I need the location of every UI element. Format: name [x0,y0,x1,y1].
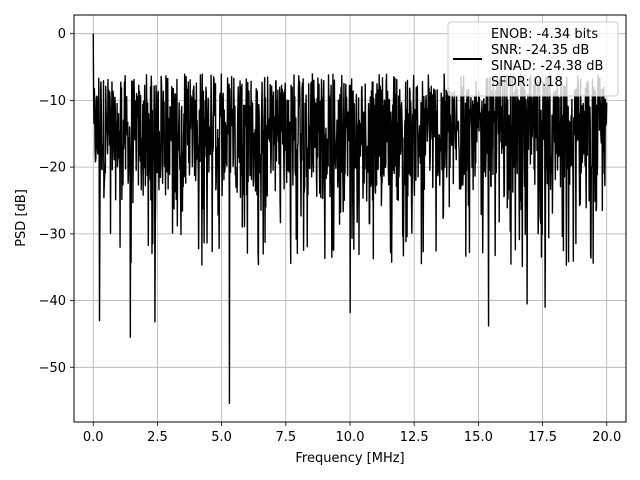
x-tick-label: 20.0 [592,430,621,445]
y-axis-label: PSD [dB] [14,189,29,247]
x-tick-label: 2.5 [147,430,168,445]
y-tick-label: −50 [39,361,66,376]
legend: ENOB: -4.34 bits SNR: -24.35 dB SINAD: -… [447,21,619,97]
x-tick-label: 17.5 [528,430,557,445]
legend-entry-enob: ENOB: -4.34 bits [491,27,598,42]
y-tick-label: −20 [39,161,66,176]
x-tick-label: 12.5 [400,430,429,445]
psd-line [92,33,608,405]
x-axis-ticks: 0.0 2.5 5.0 7.5 10.0 12.5 15.0 17.5 20.0 [83,422,621,445]
legend-entry-snr: SNR: -24.35 dB [491,43,589,58]
legend-entry-sinad: SINAD: -24.38 dB [491,59,603,74]
legend-box [447,21,619,97]
y-tick-label: −10 [39,94,66,109]
x-tick-label: 7.5 [275,430,296,445]
series-psd [92,33,608,405]
x-axis-label: Frequency [MHz] [295,451,404,466]
x-tick-label: 0.0 [83,430,104,445]
y-tick-label: −40 [39,294,66,309]
x-tick-label: 15.0 [464,430,493,445]
x-tick-label: 10.0 [336,430,365,445]
y-axis-ticks: 0 −10 −20 −30 −40 −50 [39,27,74,376]
y-tick-label: −30 [39,227,66,242]
x-tick-label: 5.0 [211,430,232,445]
y-tick-label: 0 [58,27,66,42]
legend-entry-sfdr: SFDR: 0.18 [491,75,563,90]
